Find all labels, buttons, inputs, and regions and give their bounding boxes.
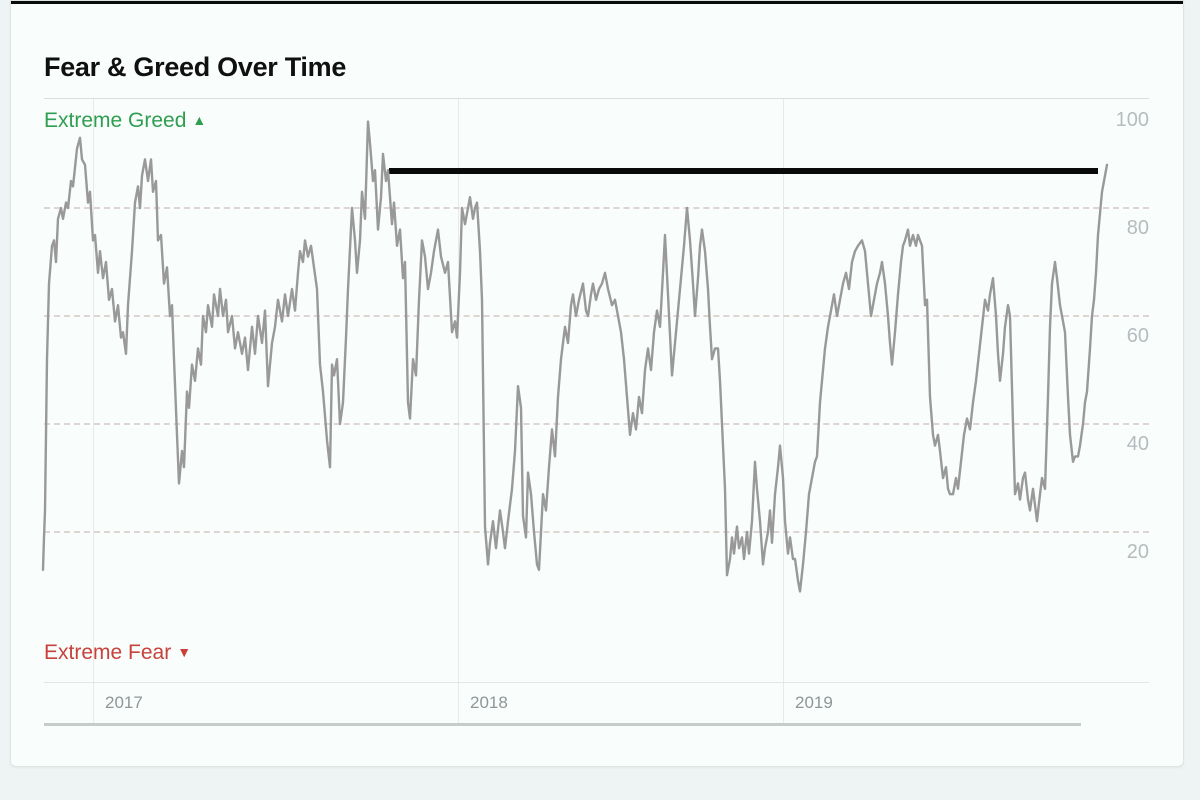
gridline-year-2019	[783, 99, 784, 724]
gridline-20	[44, 531, 1149, 533]
gridline-80	[44, 207, 1149, 209]
x-tick-2018: 2018	[470, 693, 508, 712]
x-tick-2017: 2017	[105, 693, 143, 712]
gridline-year-2018	[458, 99, 459, 724]
current-level-line	[389, 168, 1098, 174]
gridline-40	[44, 423, 1149, 425]
x-tick-2019: 2019	[795, 693, 833, 712]
extreme-fear-text: Extreme Fear	[44, 641, 172, 664]
y-tick-20: 20	[1126, 541, 1149, 563]
title-divider	[44, 98, 1149, 99]
y-tick-80: 80	[1126, 217, 1149, 239]
down-triangle-icon: ▼	[177, 644, 192, 660]
y-tick-40: 40	[1126, 433, 1149, 455]
card-top-border	[11, 1, 1183, 4]
y-tick-60: 60	[1126, 325, 1149, 347]
page-title: Fear & Greed Over Time	[44, 52, 347, 83]
fear-greed-card: Fear & Greed Over Time 100 80 60 40 20 2…	[10, 0, 1184, 767]
extreme-fear-label: Extreme Fear ▼	[44, 641, 191, 665]
up-triangle-icon: ▲	[192, 112, 207, 128]
extreme-greed-label: Extreme Greed ▲	[44, 109, 206, 133]
plot-bottom-edge	[44, 682, 1149, 683]
y-tick-100: 100	[1115, 109, 1149, 131]
gridline-year-2017	[93, 99, 94, 724]
extreme-greed-text: Extreme Greed	[44, 109, 187, 132]
gridline-60	[44, 315, 1149, 317]
x-axis-line	[44, 723, 1081, 726]
